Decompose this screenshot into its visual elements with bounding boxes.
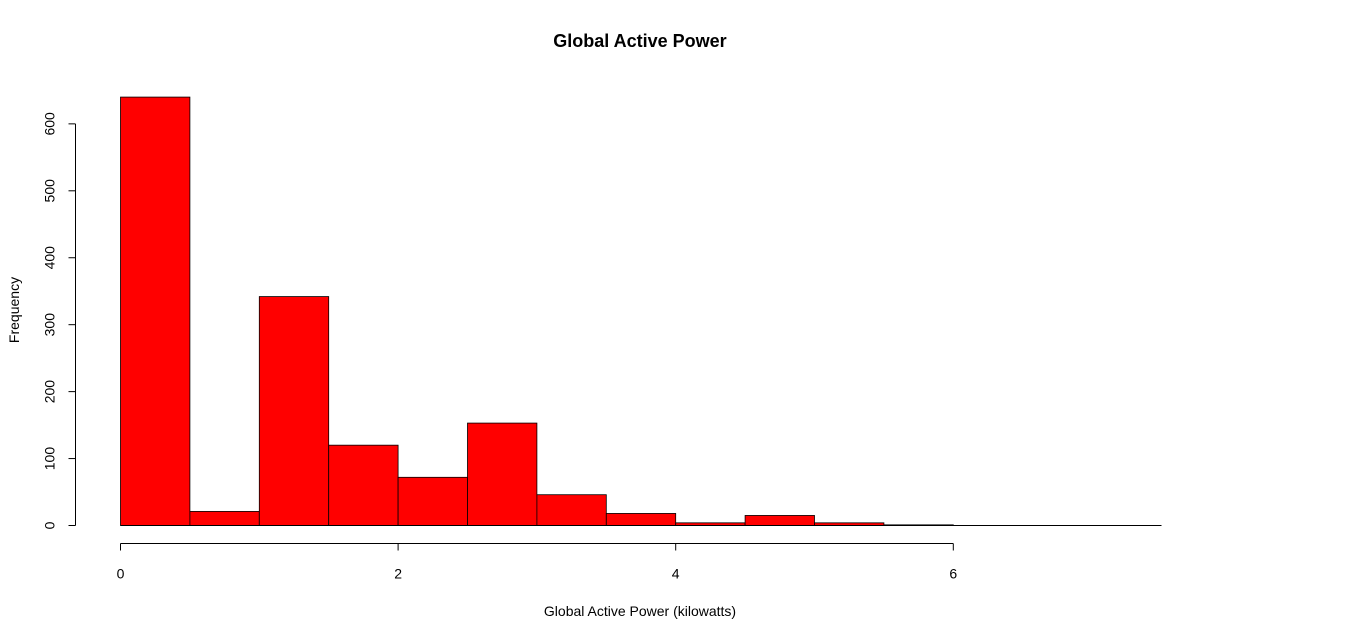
y-tick-label: 500 <box>42 179 58 203</box>
x-tick-label: 0 <box>117 566 125 582</box>
y-tick-label: 300 <box>42 313 58 337</box>
y-tick-label: 100 <box>42 447 58 471</box>
bars-group <box>120 96 1162 526</box>
y-axis: 0 100 200 300 400 500 600 <box>42 112 76 529</box>
histogram-bar <box>397 476 468 526</box>
y-tick-label: 0 <box>42 521 58 529</box>
x-tick-label: 4 <box>672 566 680 582</box>
histogram-bar <box>467 422 538 526</box>
histogram-bar <box>605 513 677 526</box>
histogram-bar <box>189 511 260 526</box>
histogram-bar <box>744 515 815 526</box>
y-tick-label: 400 <box>42 246 58 270</box>
x-tick-label: 6 <box>949 566 957 582</box>
histogram-bar <box>120 96 191 526</box>
x-axis: 0 2 4 6 <box>117 543 957 582</box>
histogram-bar <box>536 494 607 526</box>
histogram-bar <box>258 296 330 526</box>
histogram-bar <box>328 444 399 526</box>
x-tick-label: 2 <box>394 566 402 582</box>
y-tick-label: 600 <box>42 112 58 136</box>
chart-title: Global Active Power <box>553 31 726 51</box>
x-axis-label: Global Active Power (kilowatts) <box>544 603 736 619</box>
y-axis-label: Frequency <box>6 277 22 343</box>
y-tick-label: 200 <box>42 380 58 404</box>
